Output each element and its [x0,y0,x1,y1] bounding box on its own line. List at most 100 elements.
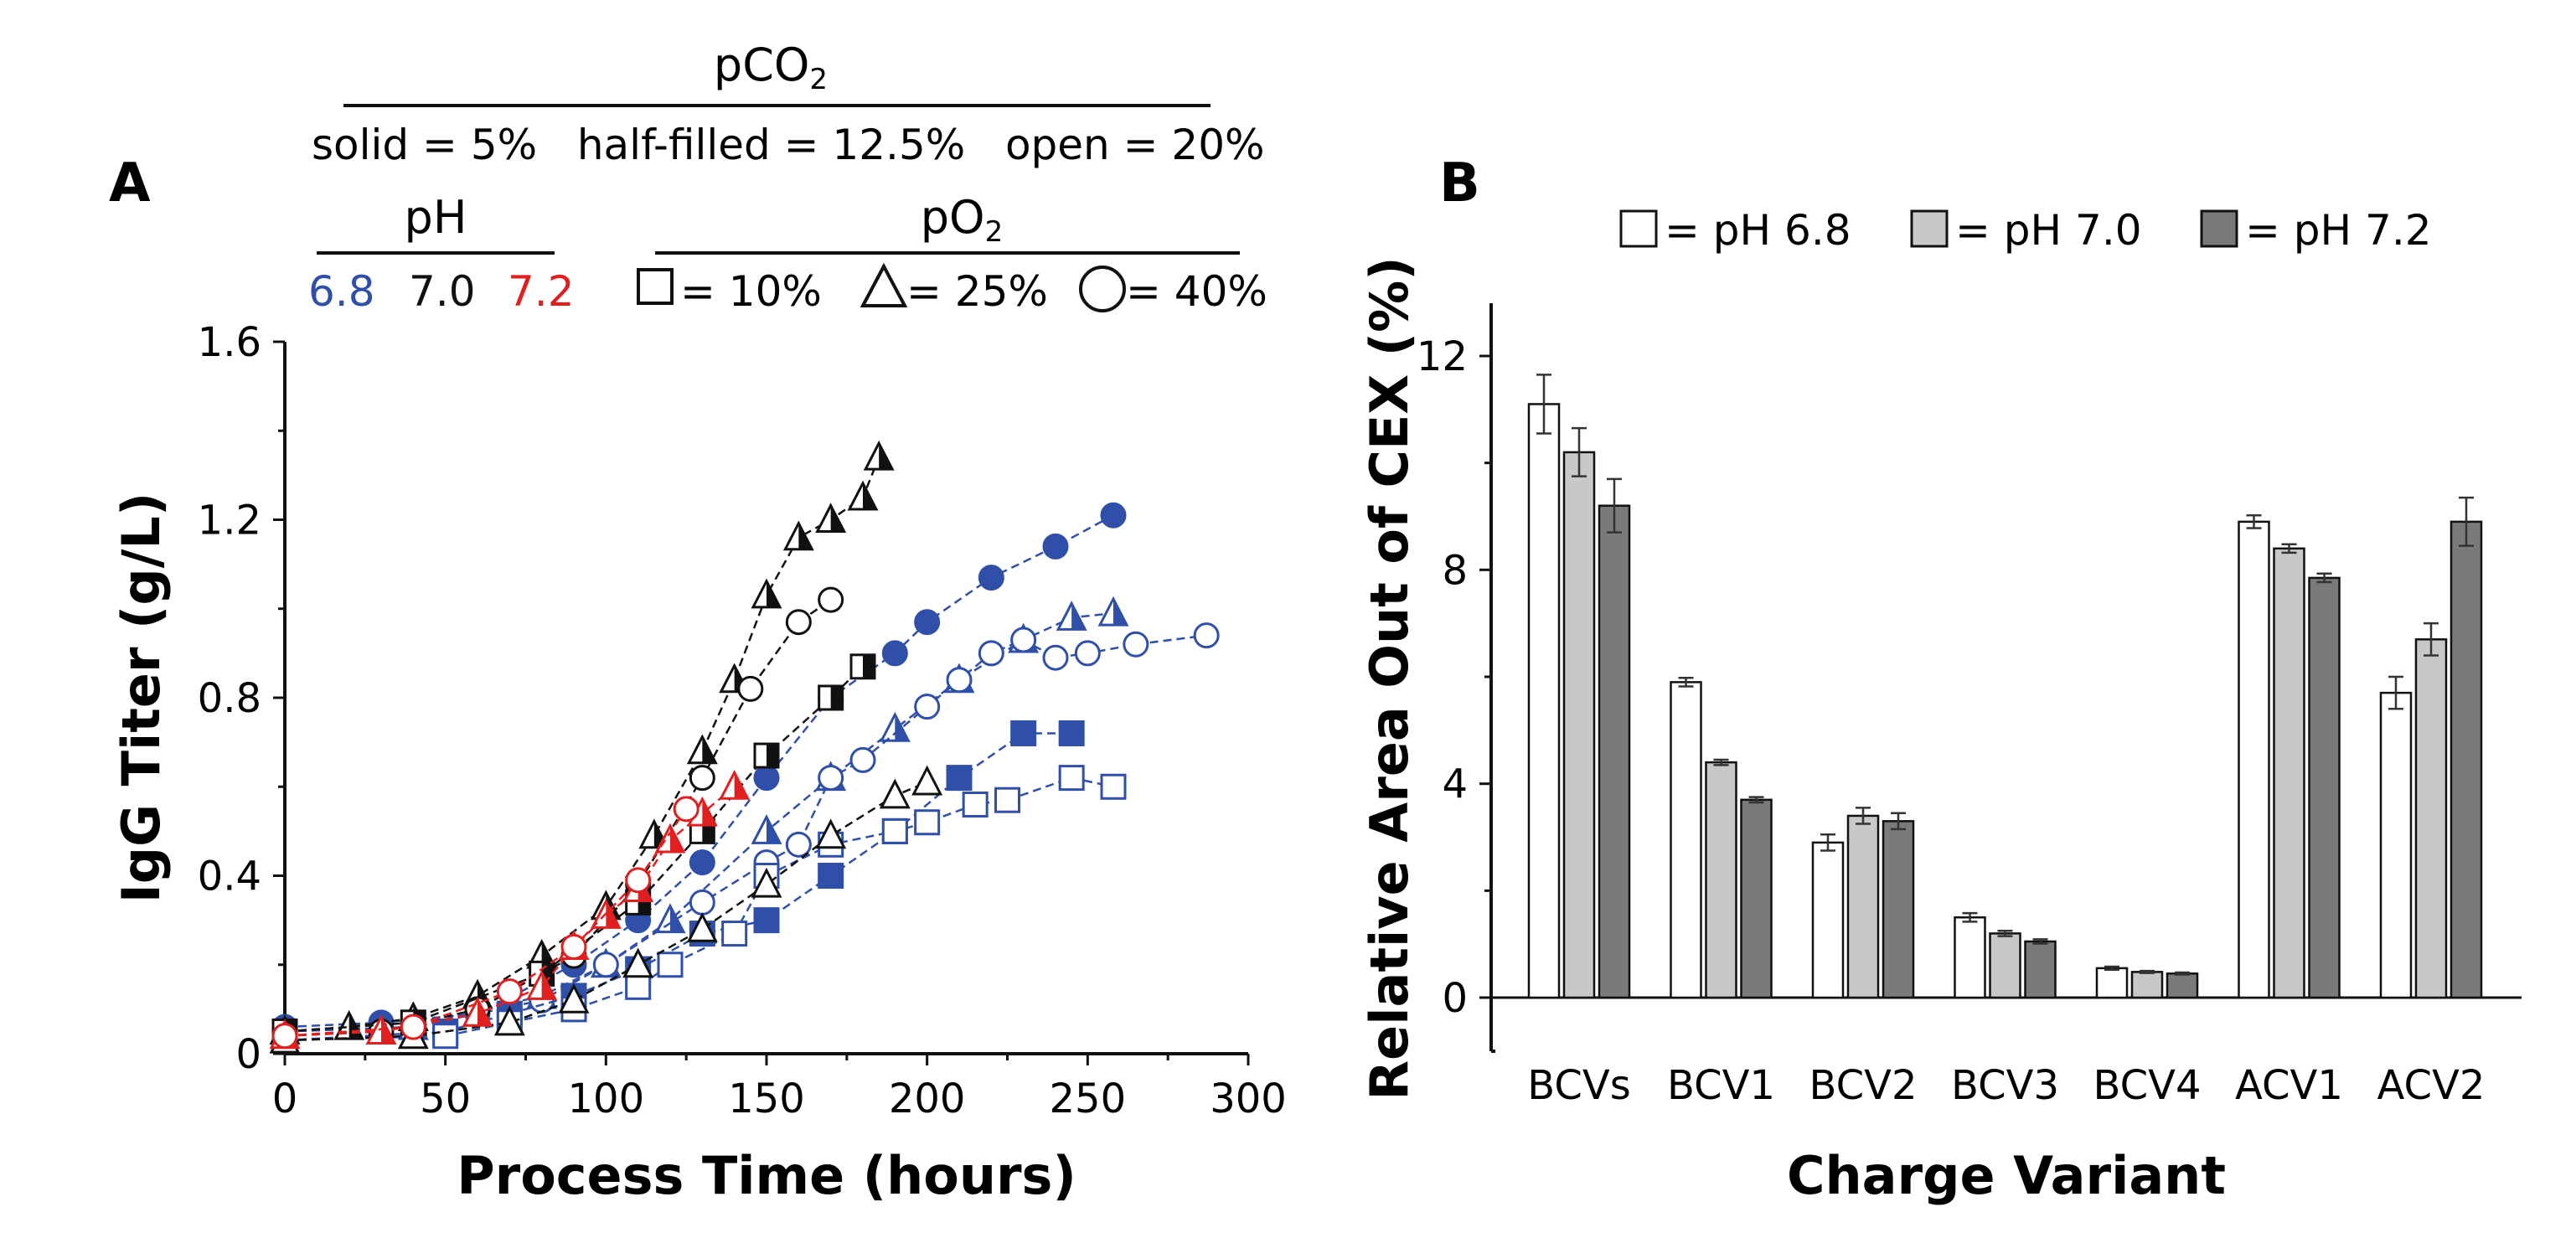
scatter-marker [432,1023,459,1050]
scatter-point [818,684,844,711]
scatter-point [560,934,587,960]
pco2-description: solid = 5% half-filled = 12.5% open = 20… [312,121,1265,169]
legend-label-ph-7-0: = pH 7.0 [1955,206,2142,255]
ph-value-7-2: 7.2 [508,267,575,316]
scatter-point [271,1023,298,1050]
bar [2130,971,2164,999]
scatter-series-line [284,665,864,1033]
scatter-series-line [284,599,832,1037]
scatter-marker [753,907,780,934]
scatter-marker-fill [879,443,893,470]
scatter-marker [271,1023,298,1050]
bar [1740,798,1773,999]
scatter-point [689,889,715,916]
scatter-point [719,769,751,800]
scatter-marker [721,921,748,947]
bar [2166,972,2199,999]
scatter-point [673,796,699,823]
scatter-point [496,978,523,1005]
scatter-marker-fill [702,736,716,763]
bar-x-label: Charge Variant [1787,1145,2226,1206]
scatter-marker [686,911,718,942]
scatter-marker [1058,720,1085,746]
bar-category-label: BCVs [1527,1062,1630,1109]
bar-category-label: BCV1 [1667,1062,1775,1109]
legend-swatch-ph-7-0 [1910,209,1949,248]
scatter-series-10 [271,796,699,1050]
scatter-point [751,578,782,609]
scatter-point [782,520,814,551]
scatter-point [657,952,684,978]
scatter-x-label: Process Time (hours) [457,1145,1076,1206]
scatter-point [753,742,780,769]
panel-a-letter: A [109,152,151,214]
bar-category-label: BCV3 [1951,1062,2059,1109]
bar [1562,451,1596,999]
scatter-marker-fill [798,523,813,549]
scatter-marker [673,796,699,823]
scatter-marker [1042,533,1069,560]
scatter-marker [785,609,812,636]
po2-title: pO2 [921,191,1003,249]
scatter-point [914,609,941,636]
scatter-marker [994,787,1020,813]
scatter-point [914,809,941,836]
scatter-marker [592,952,619,978]
scatter-marker [881,640,908,667]
scatter-point [1100,773,1127,800]
scatter-point [462,996,493,1027]
scatter-marker-fill [541,972,555,999]
scatter-point [526,970,558,1000]
scatter-y-tick-label: 0.4 [198,854,261,900]
scatter-point [1100,502,1127,529]
scatter-marker [879,778,911,809]
scatter-marker-fill [830,505,844,532]
ph-title: pH [405,191,467,244]
bar [1705,761,1737,999]
triangle-icon [860,262,908,307]
scatter-marker-fill [895,714,909,741]
scatter-marker [1058,765,1085,792]
scatter-point [879,711,911,742]
bar-series [1527,374,2483,999]
scatter-marker-fill [606,901,620,928]
scatter-point [785,609,812,636]
bar-y-label: Relative Area Out of CEX (%) [1359,256,1420,1100]
scatter-marker [1100,502,1127,529]
bar-y-tick-label: 4 [1442,761,1468,808]
scatter-series-line [284,611,1114,1033]
scatter-marker [1074,640,1101,667]
scatter-marker [400,1014,426,1040]
scatter-marker [625,867,652,894]
scatter-point [689,849,715,876]
circle-icon [1079,266,1126,312]
scatter-marker-fill [670,826,684,852]
scatter-marker [625,973,652,1000]
scatter-x-tick-label: 200 [889,1076,966,1122]
scatter-marker [818,863,844,889]
scatter-point [946,667,973,694]
scatter-point [1074,640,1101,667]
bar [1811,841,1845,999]
bar [2414,638,2448,999]
scatter-series-6 [271,586,844,1050]
square-icon [637,268,674,305]
scatter-series-line [284,781,928,1042]
po2-label-10: = 10% [680,267,822,316]
scatter-marker [657,952,684,978]
scatter-point [1056,601,1087,631]
po2-label-25: = 25% [906,267,1048,316]
pco2-title: pCO2 [714,39,828,96]
scatter-marker-fill [863,482,876,509]
scatter-point [1123,631,1149,658]
scatter-marker [753,765,780,792]
scatter-point [881,640,908,667]
ph-value-7-0: 7.0 [409,267,476,316]
po2-label-40: = 40% [1126,267,1267,316]
scatter-marker [689,889,715,916]
bar-legend: = pH 6.8 = pH 7.0 = pH 7.2 [1619,206,2432,255]
scatter-point [847,480,879,511]
scatter-marker-fill [1113,599,1127,626]
bar [1989,932,2021,999]
